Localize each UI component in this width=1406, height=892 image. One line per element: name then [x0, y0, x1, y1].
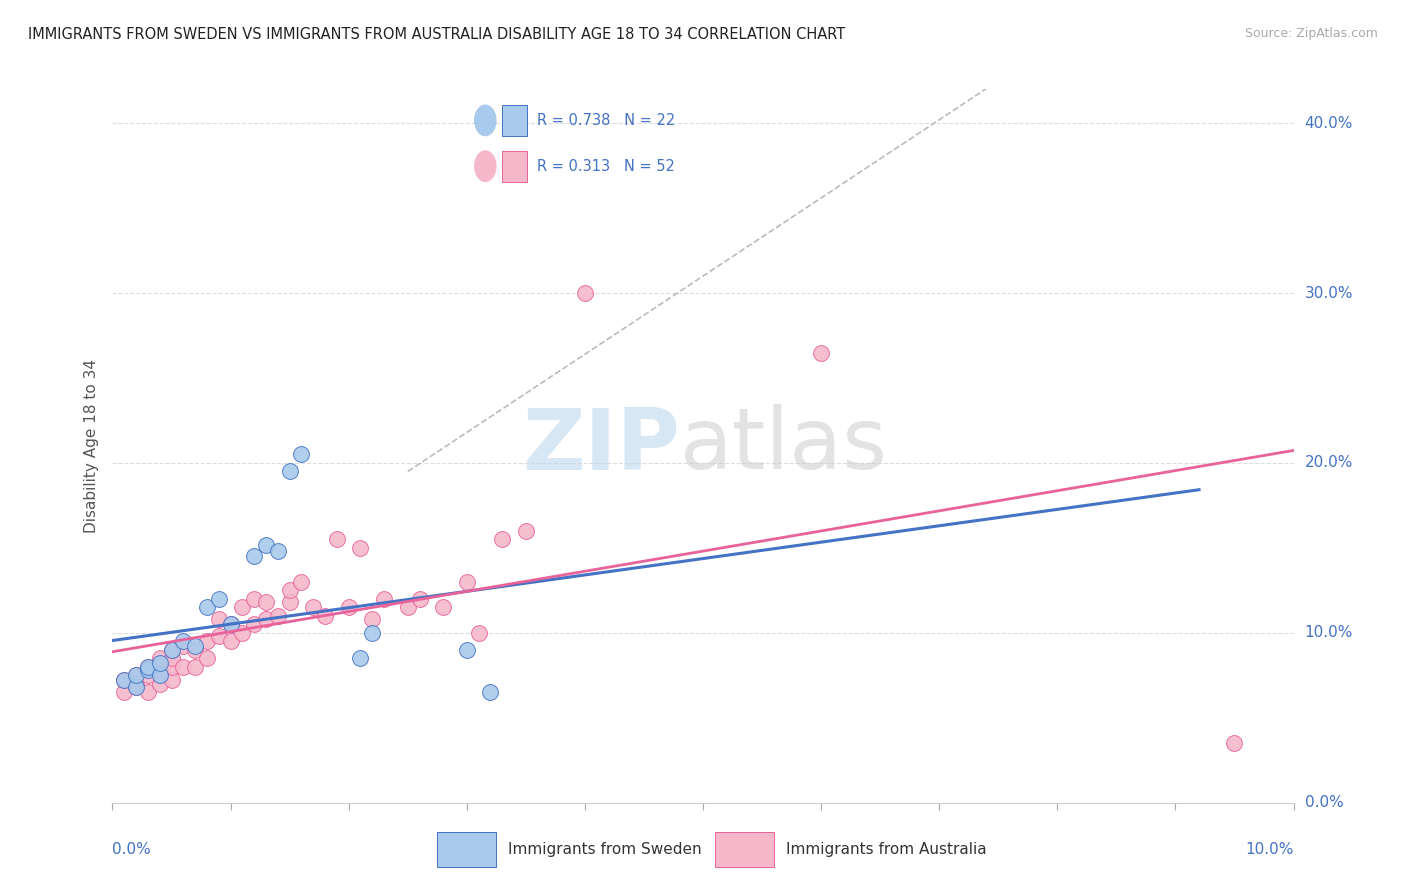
Point — [467, 626, 489, 640]
Text: 30.0%: 30.0% — [1305, 285, 1353, 301]
Point — [208, 612, 231, 626]
Text: 10.0%: 10.0% — [1305, 625, 1353, 640]
Point — [219, 617, 242, 632]
Point — [361, 612, 384, 626]
Point — [574, 286, 596, 301]
Y-axis label: Disability Age 18 to 34: Disability Age 18 to 34 — [83, 359, 98, 533]
Text: ZIP: ZIP — [522, 404, 679, 488]
Text: 10.0%: 10.0% — [1246, 842, 1294, 857]
Point — [810, 345, 832, 359]
Point — [278, 583, 301, 598]
Text: IMMIGRANTS FROM SWEDEN VS IMMIGRANTS FROM AUSTRALIA DISABILITY AGE 18 TO 34 CORR: IMMIGRANTS FROM SWEDEN VS IMMIGRANTS FRO… — [28, 27, 845, 42]
Point — [491, 533, 513, 547]
Point — [125, 677, 148, 691]
Point — [456, 643, 478, 657]
Point — [219, 617, 242, 632]
Text: 20.0%: 20.0% — [1305, 456, 1353, 470]
Point — [184, 643, 207, 657]
Point — [136, 685, 159, 699]
Point — [136, 668, 159, 682]
Point — [278, 595, 301, 609]
Point — [231, 626, 253, 640]
Point — [160, 643, 183, 657]
Point — [337, 600, 360, 615]
Point — [278, 465, 301, 479]
Point — [231, 600, 253, 615]
Point — [195, 651, 218, 665]
Point — [160, 660, 183, 674]
Text: 0.0%: 0.0% — [1305, 796, 1343, 810]
Point — [349, 651, 371, 665]
Point — [160, 673, 183, 688]
Point — [160, 643, 183, 657]
Point — [125, 680, 148, 694]
Text: 40.0%: 40.0% — [1305, 116, 1353, 131]
Point — [172, 640, 194, 654]
Point — [408, 591, 430, 606]
Point — [195, 600, 218, 615]
Point — [267, 544, 290, 558]
Point — [290, 574, 312, 589]
Point — [267, 608, 290, 623]
Text: 0.0%: 0.0% — [112, 842, 152, 857]
Text: atlas: atlas — [679, 404, 887, 488]
Point — [432, 600, 454, 615]
Point — [136, 663, 159, 677]
Point — [254, 537, 277, 551]
Point — [136, 660, 159, 674]
Point — [326, 533, 349, 547]
Point — [172, 634, 194, 648]
Point — [1223, 736, 1246, 750]
Point — [125, 668, 148, 682]
Point — [208, 629, 231, 643]
Point — [515, 524, 537, 538]
Point — [479, 685, 502, 699]
Point — [290, 448, 312, 462]
Text: Source: ZipAtlas.com: Source: ZipAtlas.com — [1244, 27, 1378, 40]
Point — [219, 634, 242, 648]
Point — [112, 673, 135, 688]
Point — [314, 608, 336, 623]
Point — [149, 677, 172, 691]
Point — [149, 668, 172, 682]
Point — [149, 663, 172, 677]
Point — [349, 541, 371, 555]
Point — [243, 591, 266, 606]
Point — [361, 626, 384, 640]
Point — [195, 634, 218, 648]
Point — [125, 668, 148, 682]
Point — [254, 612, 277, 626]
Point — [172, 660, 194, 674]
Point — [160, 651, 183, 665]
Point — [208, 591, 231, 606]
Point — [373, 591, 395, 606]
Point — [184, 640, 207, 654]
Point — [125, 680, 148, 694]
Point — [149, 651, 172, 665]
Point — [456, 574, 478, 589]
Point — [184, 660, 207, 674]
Point — [112, 685, 135, 699]
Point — [243, 549, 266, 564]
Point — [396, 600, 419, 615]
Point — [302, 600, 325, 615]
Point — [243, 617, 266, 632]
Point — [149, 657, 172, 671]
Point — [112, 673, 135, 688]
Point — [136, 660, 159, 674]
Point — [254, 595, 277, 609]
